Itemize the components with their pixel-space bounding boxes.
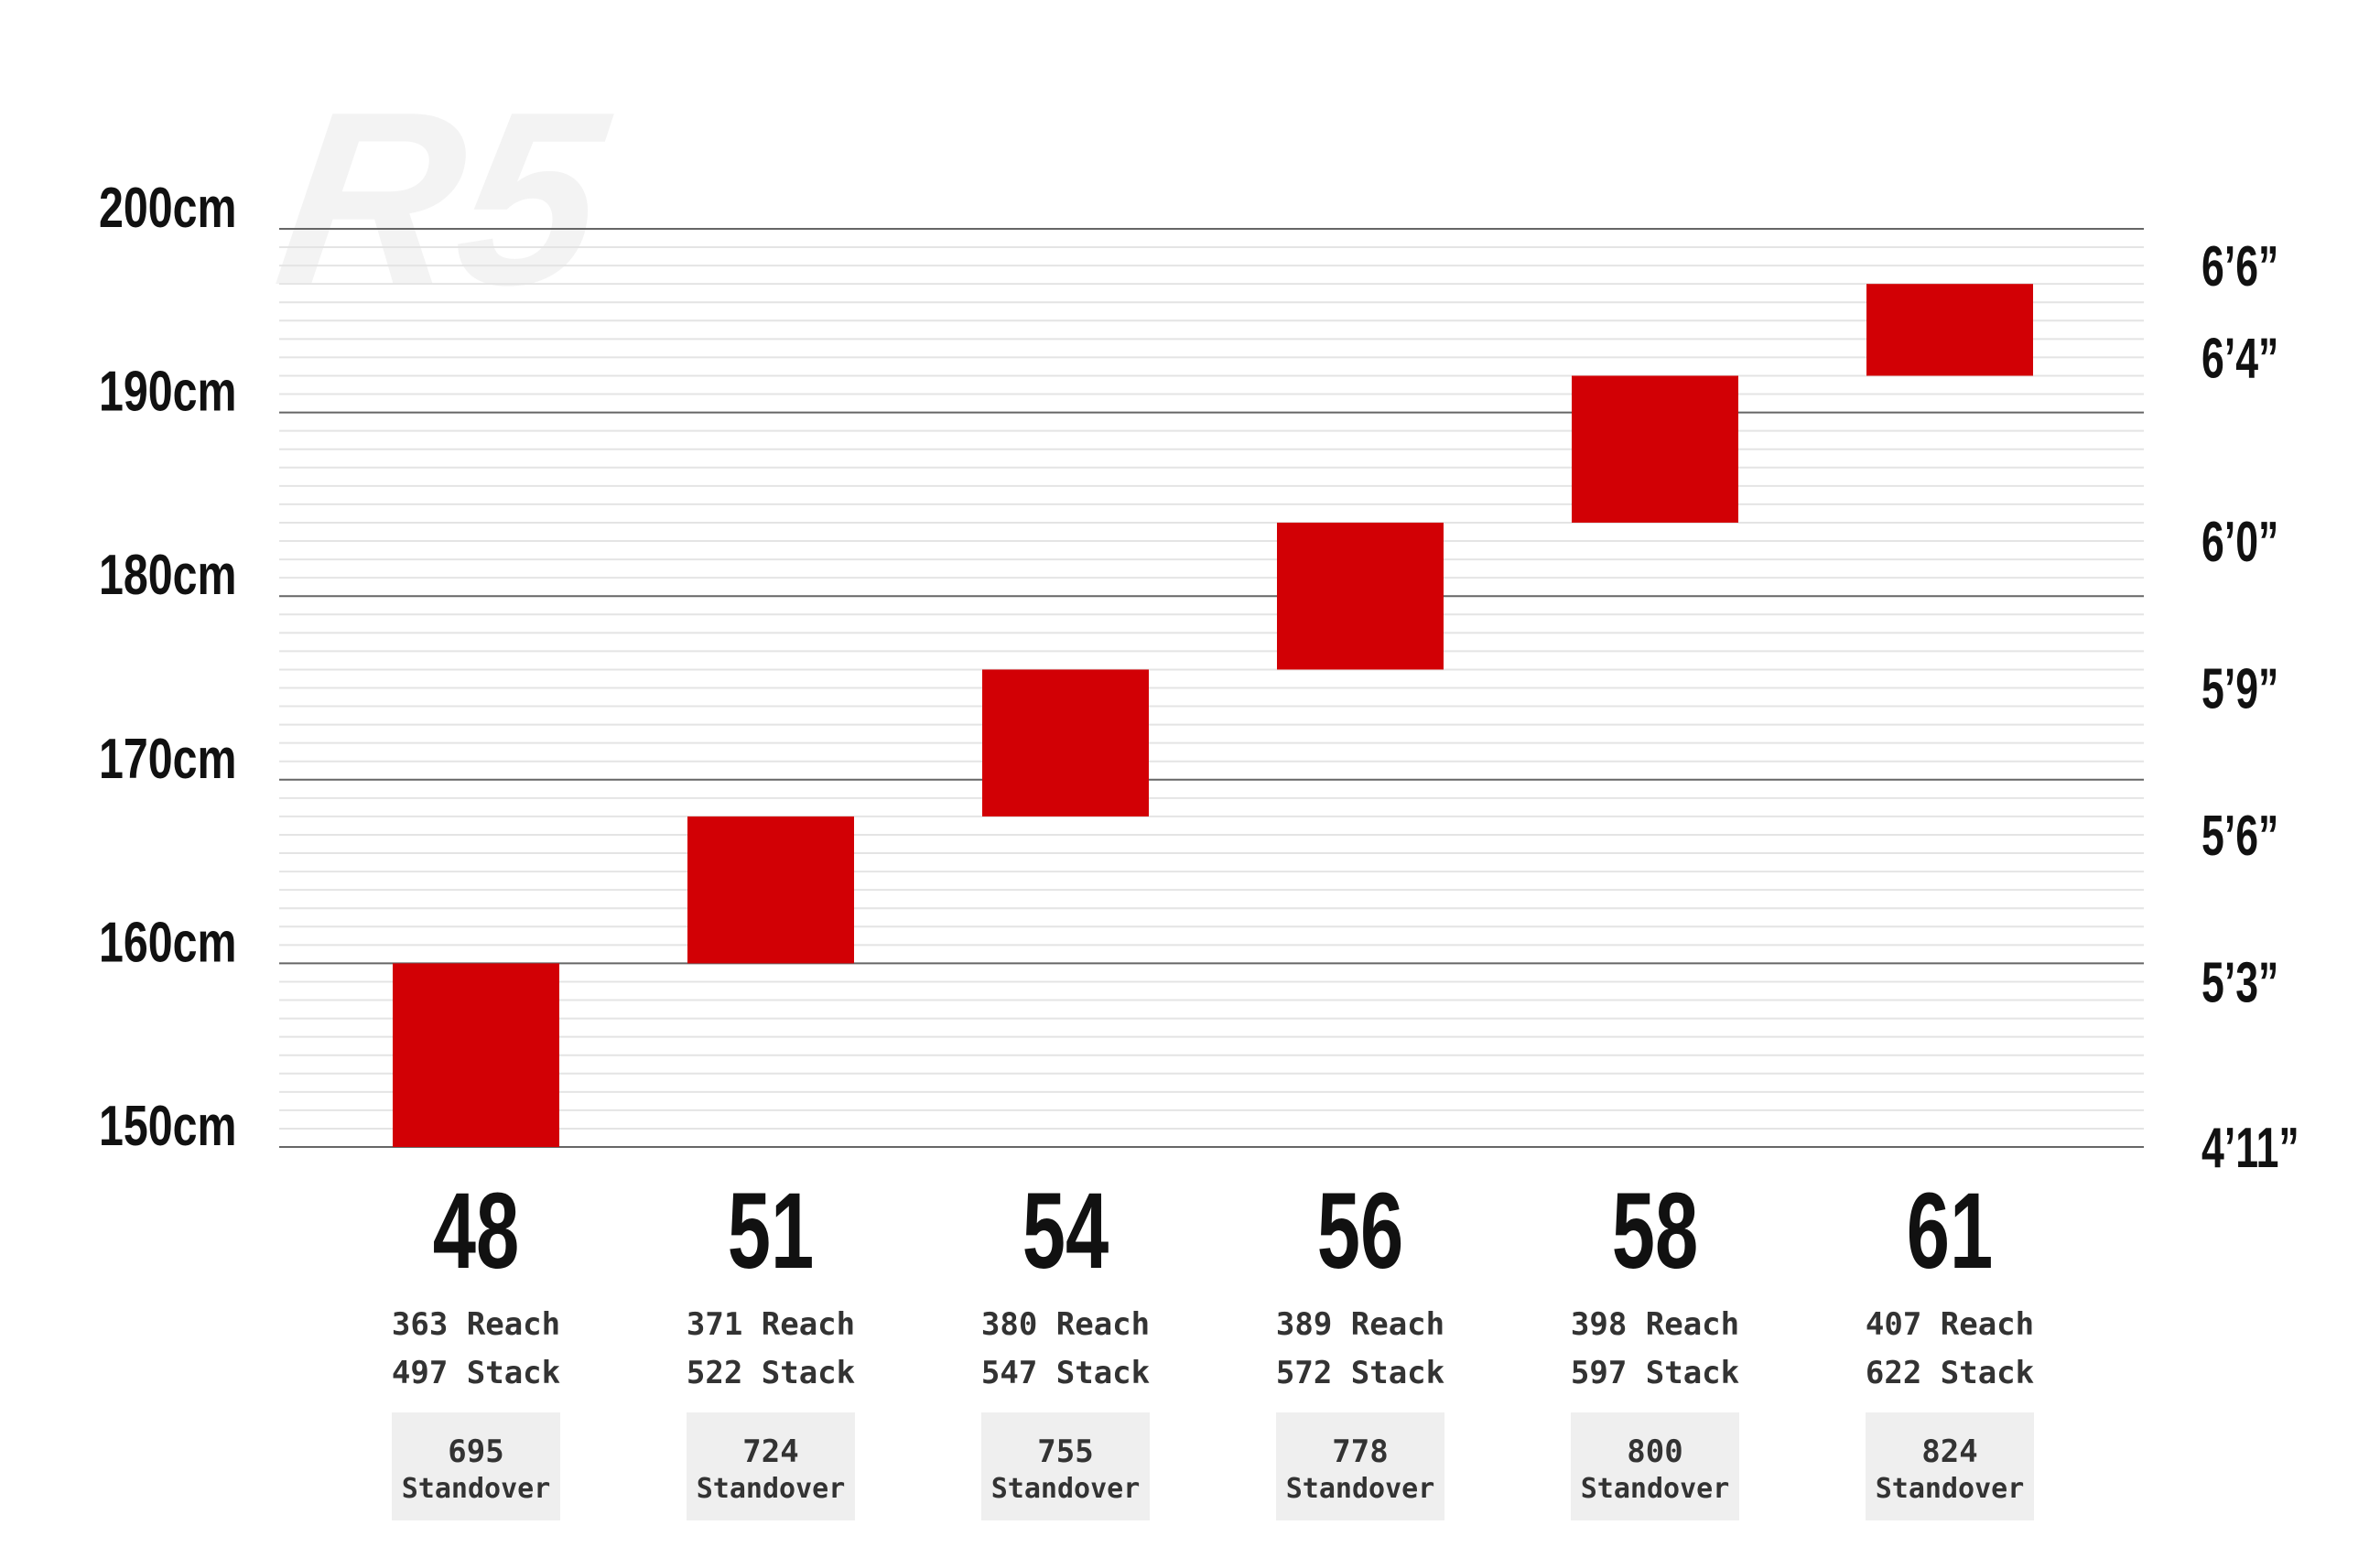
right-axis: 6’6” 6’4” 6’0” 5’9” 5’6” 5’3” 4’11” (2202, 235, 2299, 1180)
y-tick-label-imperial: 4’11” (2202, 1117, 2299, 1180)
standover-label: Standover (991, 1473, 1141, 1505)
range-bar-51 (687, 816, 854, 964)
range-bar-58 (1572, 375, 1738, 523)
range-bar-56 (1277, 522, 1444, 670)
size-label: 58 (1612, 1170, 1698, 1291)
y-tick-label-imperial: 6’0” (2202, 511, 2278, 574)
stack-label: 497 Stack (392, 1355, 560, 1391)
y-tick-label-cm: 160cm (99, 911, 237, 974)
standover-box (687, 1412, 855, 1520)
range-bar-54 (982, 669, 1149, 817)
size-label: 51 (728, 1170, 814, 1291)
standover-value: 824 (1921, 1433, 1977, 1470)
y-tick-label-imperial: 6’4” (2202, 327, 2278, 390)
size-label: 48 (433, 1170, 519, 1291)
size-label: 56 (1317, 1170, 1403, 1291)
reach-label: 407 Reach (1866, 1306, 2034, 1343)
reach-label: 363 Reach (392, 1306, 560, 1343)
stack-label: 597 Stack (1571, 1355, 1739, 1391)
y-tick-label-cm: 180cm (99, 543, 237, 606)
y-tick-label-cm: 150cm (99, 1094, 237, 1157)
reach-label: 380 Reach (981, 1306, 1150, 1343)
standover-box (1571, 1412, 1739, 1520)
standover-value: 800 (1627, 1433, 1682, 1470)
reach-label: 371 Reach (687, 1306, 855, 1343)
watermark-r5: R5 (264, 60, 623, 337)
y-tick-label-cm: 190cm (99, 360, 237, 423)
standover-box (1866, 1412, 2034, 1520)
reach-label: 389 Reach (1276, 1306, 1444, 1343)
standover-value: 755 (1037, 1433, 1093, 1470)
y-tick-label-imperial: 5’9” (2202, 657, 2278, 720)
standover-box (981, 1412, 1150, 1520)
grid (279, 228, 2144, 1148)
stack-label: 572 Stack (1276, 1355, 1444, 1391)
stack-label: 547 Stack (981, 1355, 1150, 1391)
range-bar-61 (1866, 284, 2033, 376)
standover-label: Standover (697, 1473, 846, 1505)
reach-label: 398 Reach (1571, 1306, 1739, 1343)
standover-label: Standover (1286, 1473, 1435, 1505)
y-tick-label-imperial: 5’6” (2202, 805, 2278, 868)
standover-box (1276, 1412, 1444, 1520)
standover-value: 778 (1332, 1433, 1388, 1470)
stack-label: 522 Stack (687, 1355, 855, 1391)
standover-value: 695 (448, 1433, 503, 1470)
standover-label: Standover (402, 1473, 551, 1505)
y-tick-label-cm: 170cm (99, 727, 237, 790)
y-tick-label-imperial: 5’3” (2202, 951, 2278, 1014)
left-axis: 200cm 190cm 180cm 170cm 160cm 150cm (99, 176, 237, 1157)
size-label: 61 (1907, 1170, 1993, 1291)
size-label: 54 (1022, 1170, 1109, 1291)
standover-box (392, 1412, 560, 1520)
y-tick-label-cm: 200cm (99, 176, 237, 239)
stack-label: 622 Stack (1866, 1355, 2034, 1391)
y-tick-label-imperial: 6’6” (2202, 235, 2278, 298)
standover-label: Standover (1876, 1473, 2025, 1505)
standover-value: 724 (742, 1433, 798, 1470)
range-bar-48 (393, 963, 559, 1147)
standover-label: Standover (1581, 1473, 1730, 1505)
bars (393, 284, 2033, 1147)
